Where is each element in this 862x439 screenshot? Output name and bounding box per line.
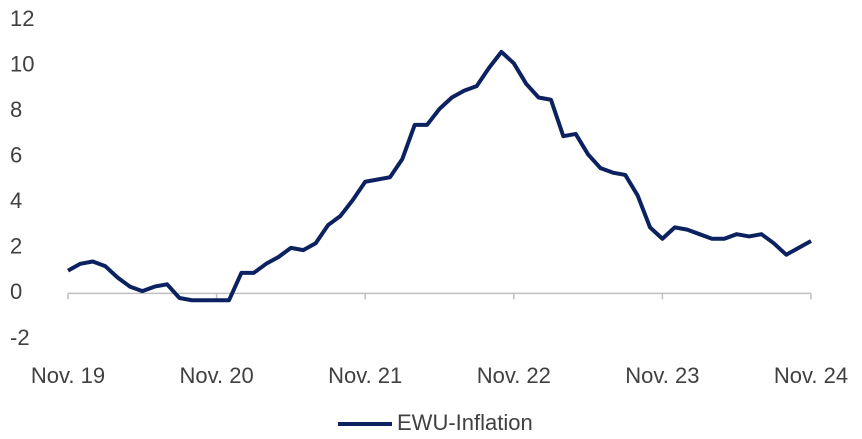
y-tick-label: 12 <box>10 6 34 31</box>
x-tick-label: Nov. 24 <box>774 363 848 388</box>
x-tick-label: Nov. 19 <box>31 363 105 388</box>
x-tick-label: Nov. 21 <box>328 363 402 388</box>
line <box>67 49 812 303</box>
y-tick-label: 6 <box>10 143 22 168</box>
x-tick-label: Nov. 20 <box>180 363 254 388</box>
x-tick-label: Nov. 23 <box>625 363 699 388</box>
y-tick-label: 0 <box>10 279 22 304</box>
legend-label: EWU-Inflation <box>397 410 533 435</box>
y-tick-label: -2 <box>10 325 30 350</box>
x-tick-label: Nov. 22 <box>477 363 551 388</box>
y-tick-label: 8 <box>10 97 22 122</box>
y-tick-label: 2 <box>10 234 22 259</box>
y-tick-label: 4 <box>10 188 22 213</box>
y-tick-label: 10 <box>10 51 34 76</box>
